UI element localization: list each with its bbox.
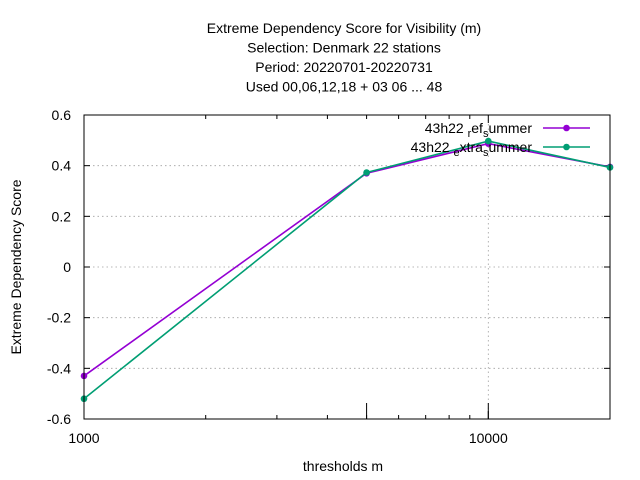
y-axis-label: Extreme Dependency Score: [8, 179, 24, 354]
x-axis-label: thresholds m: [303, 458, 383, 474]
y-tick-label: 0: [63, 259, 71, 275]
legend-label: 43h22 refsummer: [425, 120, 533, 140]
series-line: [83, 142, 611, 377]
legend-label: 43h22 extrasummer: [411, 139, 533, 159]
series-point: [363, 169, 370, 176]
plot-frame: [83, 114, 611, 420]
chart-title-line: Extreme Dependency Score for Visibility …: [207, 20, 481, 36]
chart-title-line: Used 00,06,12,18 + 03 06 ... 48: [246, 79, 443, 95]
x-tick-label: 10000: [469, 430, 508, 446]
series-line: [83, 140, 611, 400]
chart-title-line: Period: 20220701-20220731: [255, 59, 433, 75]
y-tick-label: 0.6: [52, 107, 72, 123]
series-layer: [80, 137, 614, 403]
y-tick-label: -0.6: [47, 411, 71, 427]
legend-marker: [563, 124, 570, 132]
y-tick-label: 0.2: [52, 208, 72, 224]
x-axis: 1000 10000: [68, 115, 611, 446]
y-tick-label: 0.4: [52, 158, 72, 174]
series-point: [484, 137, 492, 145]
chart-title: Extreme Dependency Score for Visibility …: [207, 20, 481, 95]
y-tick-label: -0.4: [47, 360, 71, 376]
grid: [84, 115, 610, 419]
chart-title-line: Selection: Denmark 22 stations: [247, 40, 441, 56]
y-tick-label: -0.2: [47, 310, 71, 326]
x-tick-label: 1000: [68, 430, 99, 446]
legend-marker: [563, 143, 570, 151]
